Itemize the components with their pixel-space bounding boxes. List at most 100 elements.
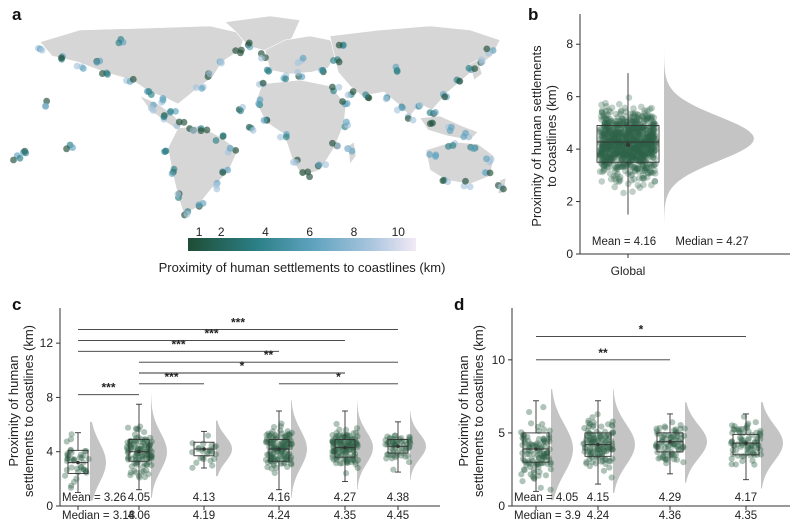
data-point <box>589 432 597 439</box>
map-point <box>335 41 343 49</box>
data-point <box>71 478 78 486</box>
data-point <box>641 149 649 157</box>
data-point <box>607 143 614 151</box>
data-point <box>270 439 277 446</box>
data-point <box>638 151 646 159</box>
data-point <box>629 162 636 169</box>
map-point <box>409 116 417 124</box>
data-point <box>388 455 395 462</box>
y-tick-label: 0 <box>566 247 573 261</box>
data-point <box>646 130 653 138</box>
data-point <box>599 143 607 151</box>
data-point <box>608 154 615 162</box>
data-point <box>645 151 652 158</box>
coastal-settlement-points <box>10 36 507 219</box>
data-point <box>636 132 644 139</box>
map-point <box>245 39 253 47</box>
data-point <box>642 139 649 146</box>
data-point <box>600 115 608 122</box>
data-point <box>647 146 655 154</box>
mean-label: 4.05 <box>128 492 150 504</box>
data-point <box>529 442 536 449</box>
data-point <box>383 455 390 462</box>
mean-label: 4.13 <box>193 492 215 504</box>
data-point <box>598 453 606 461</box>
data-point <box>599 149 607 156</box>
data-point <box>148 448 155 455</box>
data-point <box>279 441 286 448</box>
data-point <box>635 130 642 137</box>
data-point <box>607 458 614 465</box>
data-point <box>607 146 615 153</box>
significance-label: ** <box>264 348 274 362</box>
map-point <box>22 149 30 157</box>
data-point <box>127 469 134 476</box>
data-point <box>662 449 669 457</box>
violin <box>410 411 426 481</box>
data-point <box>665 445 672 452</box>
data-point <box>344 457 351 464</box>
data-point <box>329 451 336 458</box>
map-point <box>212 137 220 144</box>
data-point <box>603 130 610 138</box>
data-point <box>653 425 660 432</box>
data-point <box>668 433 675 440</box>
median-label: 4.19 <box>193 510 215 522</box>
data-point <box>585 417 592 424</box>
data-point <box>646 134 654 141</box>
data-point <box>625 155 633 162</box>
data-point <box>641 146 649 154</box>
data-point <box>655 455 662 462</box>
data-point <box>673 456 681 463</box>
data-point <box>143 467 150 474</box>
data-point <box>282 442 289 450</box>
data-point <box>728 455 735 462</box>
data-point <box>329 439 336 446</box>
data-point <box>382 436 389 444</box>
data-point <box>589 423 596 430</box>
data-point <box>281 433 289 441</box>
violin <box>685 402 707 483</box>
data-point <box>193 459 200 466</box>
data-point <box>639 124 647 132</box>
data-point <box>635 168 643 176</box>
y-tick-label: 0 <box>498 499 505 513</box>
data-point <box>287 456 294 463</box>
data-point <box>286 430 293 438</box>
data-point <box>600 467 608 474</box>
data-point <box>645 133 652 140</box>
data-point <box>204 432 212 439</box>
data-point <box>599 143 607 151</box>
colorbar-tick: 4 <box>262 225 269 239</box>
data-point <box>80 466 87 473</box>
data-point <box>527 420 535 427</box>
data-point <box>81 448 89 455</box>
data-point <box>629 110 637 118</box>
data-point <box>268 465 275 472</box>
data-point <box>604 137 611 145</box>
data-point <box>276 452 284 460</box>
data-point <box>647 127 654 135</box>
data-point <box>640 181 647 189</box>
data-point <box>612 146 620 154</box>
data-point <box>733 446 740 453</box>
data-point <box>80 452 87 459</box>
data-point <box>635 112 643 119</box>
data-point <box>623 128 631 136</box>
data-point <box>588 439 596 446</box>
data-point <box>597 149 605 156</box>
data-point <box>67 484 74 491</box>
data-point <box>635 147 643 155</box>
data-point <box>599 445 606 452</box>
data-point <box>128 445 135 452</box>
map-point <box>471 65 479 73</box>
data-point <box>139 463 146 470</box>
data-point <box>206 446 213 453</box>
data-point <box>351 435 358 443</box>
data-point <box>336 426 343 433</box>
data-point <box>605 421 612 428</box>
data-point <box>634 130 642 138</box>
map-point <box>226 144 234 152</box>
data-point <box>606 123 613 130</box>
